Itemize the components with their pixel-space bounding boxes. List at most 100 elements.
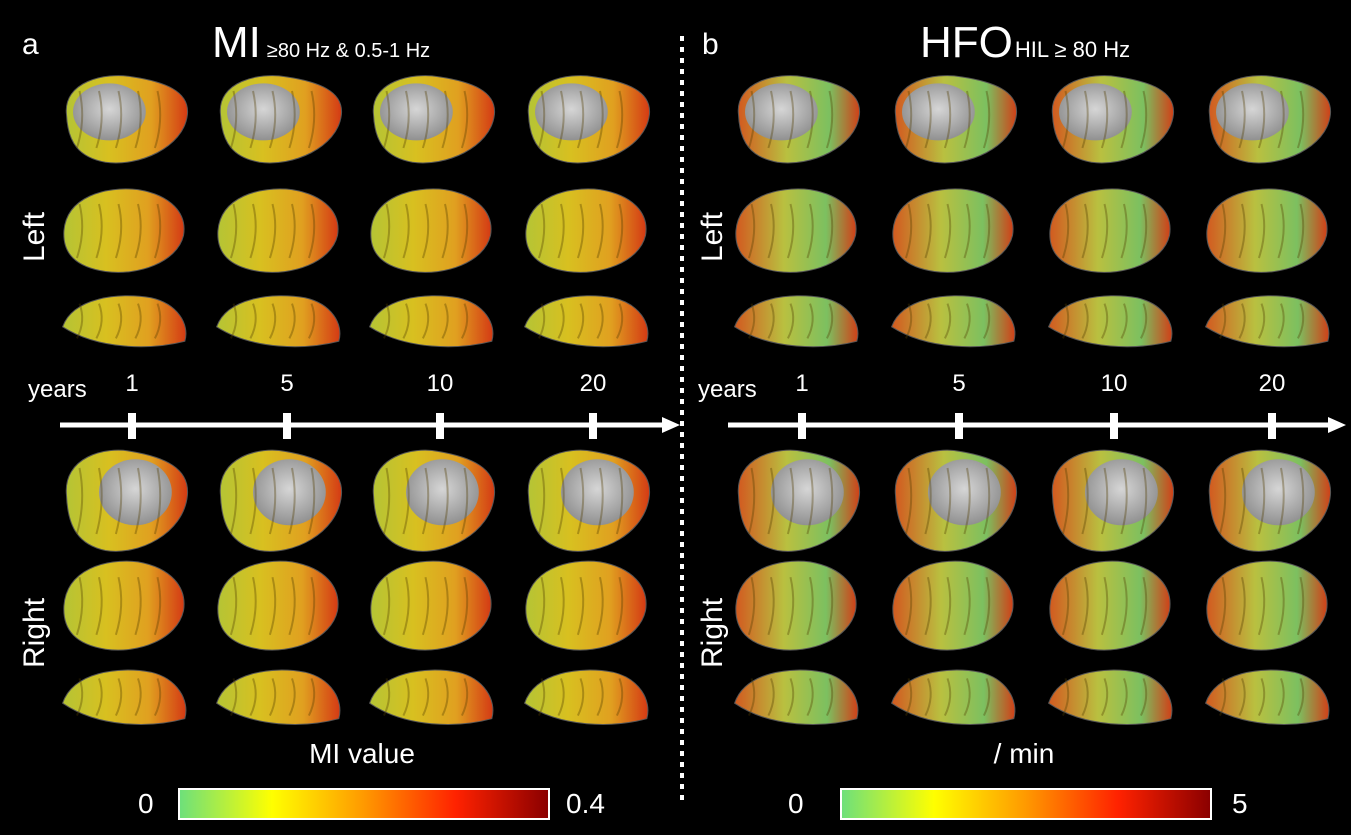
gyrus-line <box>616 678 624 717</box>
gyrus-line <box>402 303 410 339</box>
gyrus-line <box>747 467 756 535</box>
gyrus-line <box>1277 303 1285 339</box>
panel-a-colorbar-title: MI value <box>309 738 415 769</box>
gyrus-line <box>1100 203 1109 259</box>
gyrus-line <box>441 303 449 339</box>
panel-a-col2-left-ventral-brain <box>215 295 341 348</box>
gyrus-line <box>421 467 430 535</box>
gyrus-line <box>1257 90 1266 149</box>
panel-b-colorbar <box>840 788 1212 820</box>
gyrus-line <box>1277 576 1285 636</box>
panel-b-col3-left-medial-wall <box>1059 83 1132 141</box>
panel-b-left-label: Left <box>696 211 729 262</box>
gyrus-line <box>1139 90 1148 149</box>
panel-b-tick-20: 20 <box>1258 370 1286 397</box>
panel-b-col1-left-ventral-brain <box>733 295 859 348</box>
gyrus-line <box>1120 90 1128 149</box>
gyrus-line <box>904 90 913 149</box>
gyrus-line <box>767 467 775 535</box>
panel-b-col4-left-ventral-brain <box>1204 295 1330 348</box>
gyrus-line <box>441 678 449 717</box>
gyrus-line <box>576 467 585 535</box>
gyrus-line <box>1061 90 1070 149</box>
panel-a-title-main: MI <box>212 18 261 67</box>
gyrus-line <box>1120 203 1128 259</box>
gyrus-line <box>747 576 756 636</box>
gyrus-line <box>460 467 469 535</box>
gyrus-line <box>537 467 546 535</box>
gyrus-line <box>1120 303 1128 339</box>
gyrus-line <box>963 303 971 339</box>
gyrus-line <box>402 467 410 535</box>
gyrus-line <box>1296 576 1305 636</box>
gyrus-line <box>441 467 449 535</box>
gyrus-line <box>787 678 795 717</box>
panel-b-timeline-arrow <box>728 413 1346 439</box>
panel-b-col2-right-lateral-brain <box>892 560 1014 651</box>
gyrus-line <box>382 90 391 149</box>
gyrus-line <box>115 303 123 339</box>
gyrus-line <box>786 467 795 535</box>
gyrus-line <box>95 90 103 149</box>
gyrus-line <box>1277 90 1285 149</box>
gyrus-line <box>382 576 391 636</box>
gyrus-line <box>1277 678 1285 717</box>
gyrus-line <box>76 303 84 339</box>
gyrus-line <box>460 576 469 636</box>
panel-a-tick-5: 5 <box>280 370 294 397</box>
gyrus-line <box>944 678 952 717</box>
gyrus-line <box>95 303 103 339</box>
gyrus-line <box>230 303 238 339</box>
gyrus-line <box>268 467 277 535</box>
gyrus-line <box>307 576 316 636</box>
gyrus-line <box>825 576 834 636</box>
gyrus-line <box>963 90 971 149</box>
gyrus-line <box>441 90 449 149</box>
gyrus-line <box>905 303 913 339</box>
gyrus-line <box>1296 467 1305 535</box>
gyrus-line <box>1061 467 1070 535</box>
gyrus-line <box>268 203 277 259</box>
panel-b-col3-left-lateral-brain <box>1049 188 1171 273</box>
gyrus-line <box>596 90 604 149</box>
gyrus-line <box>904 467 913 535</box>
panel-b-col1-left-lateral-brain <box>735 188 857 273</box>
gyrus-line <box>1277 203 1285 259</box>
panel-a-letter: a <box>22 28 39 61</box>
gyrus-line <box>154 303 162 339</box>
gyrus-line <box>615 467 624 535</box>
panel-a-col1-right-medial-wall <box>98 459 172 526</box>
gyrus-line <box>288 576 296 636</box>
gyrus-line <box>1140 678 1148 717</box>
gyrus-line <box>1081 90 1089 149</box>
panel-a-timeline-arrow <box>60 413 680 439</box>
gyrus-line <box>1218 467 1227 535</box>
gyrus-line <box>307 467 316 535</box>
gyrus-line <box>963 467 971 535</box>
gyrus-line <box>1081 678 1089 717</box>
gyrus-line <box>1062 678 1070 717</box>
gyrus-line <box>114 576 123 636</box>
gyrus-line <box>943 576 952 636</box>
gyrus-line <box>924 576 932 636</box>
panel-b-col2-left-medial-wall <box>902 83 975 141</box>
panel-b-colorbar-min: 0 <box>788 788 804 819</box>
gyrus-line <box>596 678 604 717</box>
panel-a-col4-right-lateral-brain <box>525 560 647 651</box>
gyrus-line <box>1061 576 1070 636</box>
gyrus-line <box>1100 467 1109 535</box>
gyrus-line <box>983 678 991 717</box>
gyrus-line <box>982 203 991 259</box>
gyrus-line <box>134 678 142 717</box>
gyrus-line <box>249 203 257 259</box>
panel-a-col3-left-lateral-brain <box>370 188 492 273</box>
panel-a-col2-left-medial-wall <box>227 83 300 141</box>
gyrus-line <box>616 303 624 339</box>
gyrus-line <box>826 678 834 717</box>
gyrus-line <box>963 576 971 636</box>
gyrus-line <box>307 90 316 149</box>
gyrus-line <box>268 90 277 149</box>
panel-a-title: MI ≥80 Hz & 0.5-1 Hz <box>212 18 430 68</box>
gyrus-line <box>924 678 932 717</box>
